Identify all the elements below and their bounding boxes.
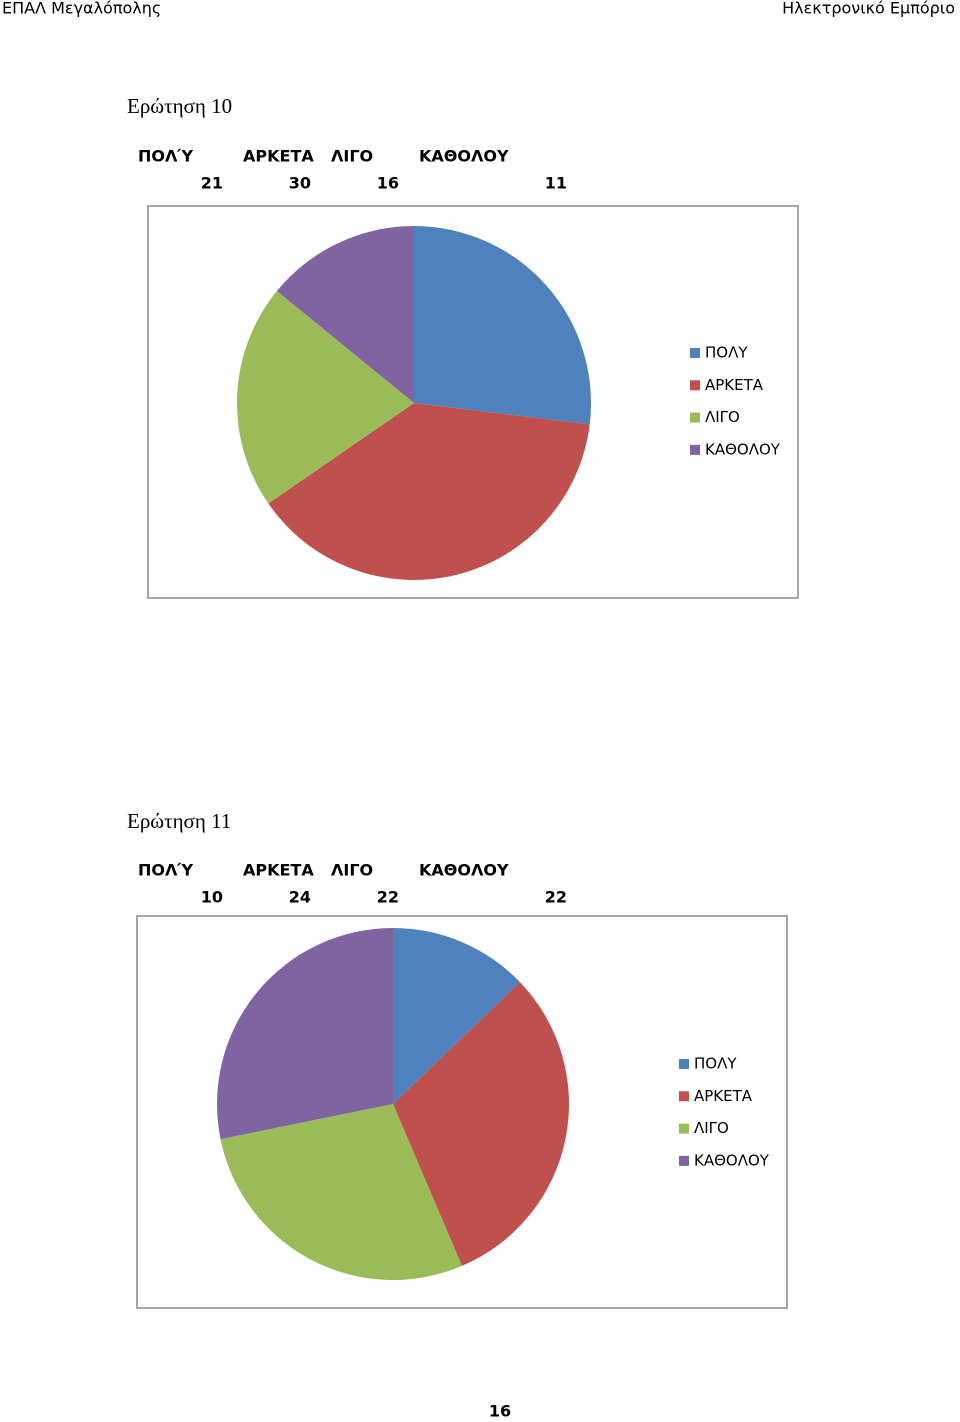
table-header: ΛΙΓΟ	[331, 147, 373, 166]
legend-swatch	[679, 1059, 689, 1069]
legend-swatch	[690, 380, 700, 391]
table-value: 10	[201, 888, 223, 907]
legend-swatch	[690, 412, 700, 423]
table-value: 11	[545, 174, 567, 193]
pie-slice	[276, 226, 414, 403]
legend-label: ΚΑΘΟΛΟΥ	[705, 440, 781, 458]
legend-label: ΛΙΓΟ	[705, 408, 740, 426]
table-header: ΠΟΛΎ	[138, 861, 193, 880]
table-header: ΚΑΘΟΛΟΥ	[419, 147, 509, 166]
table-header: ΚΑΘΟΛΟΥ	[419, 861, 509, 880]
legend-swatch	[679, 1091, 689, 1102]
legend-label: ΚΑΘΟΛΟΥ	[694, 1151, 770, 1169]
table-value: 24	[289, 888, 311, 907]
table-value: 22	[377, 888, 399, 907]
table-value: 22	[545, 888, 567, 907]
legend-swatch	[679, 1123, 689, 1134]
pie-slice	[393, 928, 520, 1104]
table-header: ΠΟΛΎ	[138, 147, 193, 166]
table-header: ΑΡΚΕΤΑ	[243, 147, 314, 166]
legend-label: ΠΟΛΥ	[694, 1055, 737, 1073]
header-right: Ηλεκτρονικό Εμπόριο	[782, 0, 955, 18]
pie-slice	[414, 226, 592, 425]
pie-slice	[268, 403, 590, 580]
pie-slice	[237, 291, 414, 504]
table-value: 16	[377, 174, 399, 193]
pie-slice	[220, 1104, 462, 1281]
legend-swatch	[679, 1155, 689, 1166]
legend-label: ΛΙΓΟ	[694, 1119, 729, 1137]
legend-swatch	[690, 444, 700, 455]
pie-slice	[216, 928, 393, 1140]
table-header: ΑΡΚΕΤΑ	[243, 861, 314, 880]
pie-slice	[393, 982, 569, 1266]
header-left: ΕΠΑΛ Μεγαλόπολης	[2, 0, 161, 18]
table-value: 30	[289, 174, 311, 193]
table-header: ΛΙΓΟ	[331, 861, 373, 880]
table-value: 21	[201, 174, 223, 193]
page-number: 16	[489, 1402, 511, 1421]
legend-swatch	[690, 348, 700, 358]
legend-label: ΠΟΛΥ	[705, 344, 748, 362]
section-title: Ερώτηση 10	[127, 94, 232, 118]
section-title: Ερώτηση 11	[127, 809, 231, 833]
legend-label: ΑΡΚΕΤΑ	[694, 1087, 753, 1105]
legend-label: ΑΡΚΕΤΑ	[705, 376, 764, 394]
